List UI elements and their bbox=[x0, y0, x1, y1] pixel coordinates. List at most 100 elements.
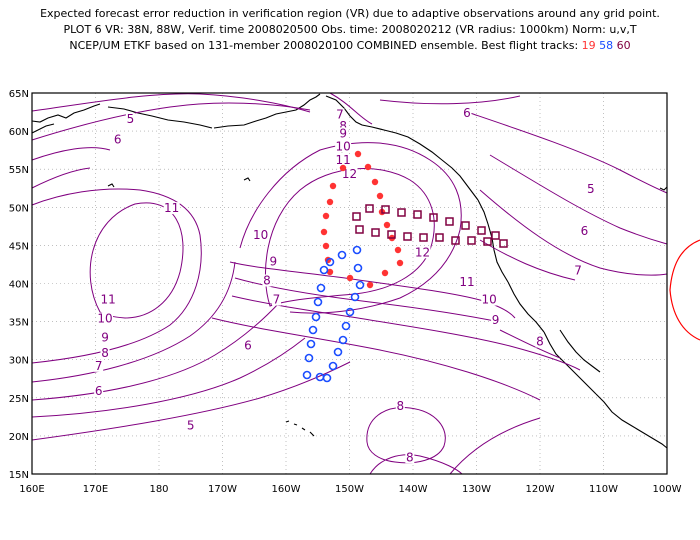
track-58-point bbox=[319, 265, 329, 275]
contour-value-label: 12 bbox=[415, 245, 430, 259]
track-58-point bbox=[316, 283, 326, 293]
contour-line bbox=[329, 92, 373, 125]
track-60-point bbox=[467, 236, 476, 245]
gulf-of-alaska-coast bbox=[325, 95, 479, 201]
contour-value-label: 8 bbox=[101, 346, 109, 360]
contour-label-background bbox=[338, 127, 348, 140]
contour-line bbox=[479, 189, 668, 276]
longitude-tick-label: 180 bbox=[149, 484, 168, 495]
contour-value-label: 9 bbox=[492, 313, 500, 327]
contour-value-label: 11 bbox=[164, 201, 179, 215]
map-frame bbox=[31, 92, 668, 475]
contour-value-label: 9 bbox=[101, 331, 109, 345]
track-60-point bbox=[365, 204, 374, 213]
contour-label-background bbox=[113, 133, 123, 146]
contour-label-background bbox=[335, 140, 352, 153]
latitude-tick-label: 40N bbox=[9, 280, 29, 291]
longitude-tick-label: 100W bbox=[653, 484, 682, 495]
track-19-point bbox=[320, 228, 328, 236]
track-60-point bbox=[445, 217, 454, 226]
contour-line bbox=[265, 168, 435, 307]
track-19-point bbox=[381, 269, 389, 277]
track-58-point bbox=[304, 353, 314, 363]
hawaiian-islands bbox=[285, 420, 315, 437]
longitude-tick-label: 160W bbox=[272, 484, 301, 495]
latitude-tick-label: 50N bbox=[9, 203, 29, 214]
track-19-point bbox=[346, 274, 354, 282]
contour-line bbox=[31, 361, 351, 441]
track-58-point bbox=[302, 370, 312, 380]
contour-value-label: 10 bbox=[482, 293, 497, 307]
title-line-1: Expected forecast error reduction in ver… bbox=[40, 7, 660, 20]
track-60-point bbox=[483, 237, 492, 246]
map-panel: 5678910111265671110987121110981110987656… bbox=[31, 92, 668, 475]
contour-line bbox=[31, 167, 91, 189]
longitude-tick-labels: 160E 170E 180 170W 160W 150W 140W 130W 120W 110W 1… bbox=[19, 484, 681, 495]
contour-label-background bbox=[395, 400, 405, 413]
contour-value-label: 7 bbox=[273, 293, 281, 307]
alaska-peninsula bbox=[213, 93, 321, 129]
contour-value-label: 7 bbox=[336, 107, 344, 121]
contour-label-background bbox=[100, 331, 110, 344]
track-19-point bbox=[354, 150, 362, 158]
verification-region-circle bbox=[669, 239, 700, 341]
track-60-point bbox=[499, 239, 508, 248]
contour-label-background bbox=[414, 246, 431, 259]
track-60-point bbox=[419, 233, 428, 242]
contour-label-background bbox=[341, 167, 358, 180]
contour-value-label: 6 bbox=[581, 224, 589, 238]
contour-label-background bbox=[262, 274, 272, 287]
contour-value-label: 8 bbox=[406, 450, 414, 464]
track-19-point bbox=[364, 163, 372, 171]
contour-label-background bbox=[97, 312, 114, 325]
hudson-bay-edge bbox=[659, 186, 668, 191]
contour-line bbox=[449, 417, 541, 475]
track-60-point bbox=[355, 225, 364, 234]
track-58-point bbox=[352, 245, 362, 255]
latitude-tick-label: 15N bbox=[9, 470, 29, 481]
contour-value-label: 6 bbox=[95, 384, 103, 398]
longitude-tick-label: 140W bbox=[399, 484, 428, 495]
contour-label-background bbox=[458, 276, 475, 289]
contour-value-label: 8 bbox=[536, 334, 544, 348]
small-island-2 bbox=[243, 177, 251, 182]
contour-value-label: 11 bbox=[336, 153, 351, 167]
contour-value-label: 10 bbox=[97, 312, 112, 326]
track-58-point bbox=[350, 292, 360, 302]
contour-label-background bbox=[243, 339, 253, 352]
track-id-60: 60 bbox=[617, 39, 631, 52]
contour-label-background bbox=[573, 264, 583, 277]
contour-label-background bbox=[491, 314, 501, 327]
track-58-point bbox=[325, 257, 335, 267]
track-19-point bbox=[396, 259, 404, 267]
track-60-point bbox=[451, 236, 460, 245]
contour-line bbox=[31, 102, 311, 141]
contour-line bbox=[229, 261, 516, 319]
contour-value-label: 11 bbox=[459, 275, 474, 289]
contour-label-background bbox=[163, 202, 180, 215]
contour-line bbox=[31, 261, 236, 383]
contour-label-background bbox=[335, 154, 352, 167]
contour-label-background bbox=[94, 384, 104, 397]
longitude-tick-label: 150W bbox=[335, 484, 364, 495]
contour-line bbox=[31, 147, 111, 161]
latitude-tick-label: 45N bbox=[9, 241, 29, 252]
track-58-point bbox=[333, 347, 343, 357]
latitude-tick-label: 55N bbox=[9, 165, 29, 176]
latitude-tick-label: 30N bbox=[9, 356, 29, 367]
track-58-point bbox=[328, 361, 338, 371]
title-line-3-prefix: NCEP/UM ETKF based on 131-member 2008020… bbox=[69, 39, 578, 52]
track-60-point bbox=[435, 233, 444, 242]
contour-value-label: 5 bbox=[127, 112, 135, 126]
longitude-tick-label: 130W bbox=[462, 484, 491, 495]
mexico-coast bbox=[595, 393, 668, 449]
contour-value-label: 11 bbox=[101, 293, 116, 307]
contour-value-label: 6 bbox=[463, 106, 471, 120]
contour-label-background bbox=[481, 293, 498, 306]
track-58-point bbox=[341, 321, 351, 331]
contour-line bbox=[231, 295, 581, 371]
track-58-point bbox=[345, 307, 355, 317]
contour-label-background bbox=[586, 183, 596, 196]
track-60-point bbox=[403, 232, 412, 241]
